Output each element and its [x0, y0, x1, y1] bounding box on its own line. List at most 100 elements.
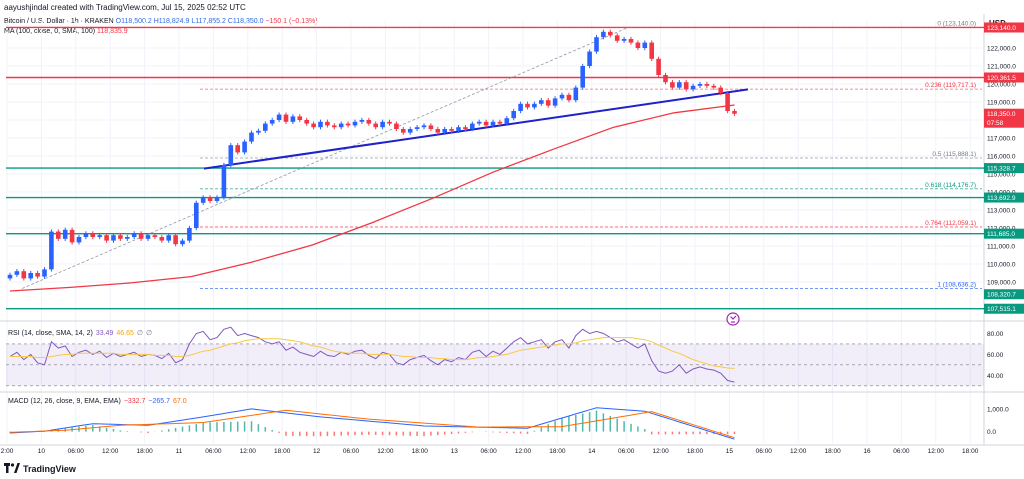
candle-body — [359, 120, 365, 122]
candle-body — [428, 125, 434, 129]
level-price-tag — [984, 303, 1024, 314]
fib-level-label: 0.764 (112,059.1) — [925, 220, 976, 227]
candle-body — [539, 100, 544, 104]
candle-body — [718, 87, 723, 93]
ohlc-close: C118,350.0 — [227, 18, 264, 25]
x-tick-label: 12:00 — [102, 448, 119, 455]
candle-body — [166, 235, 171, 241]
x-tick-label: 06:00 — [756, 448, 773, 455]
symbol-title: Bitcoin / U.S. Dollar · 1h · KRAKEN — [4, 18, 114, 25]
price-tag-label: 108,320.7 — [987, 292, 1016, 299]
candle-body — [104, 235, 109, 241]
x-tick-label: 18:00 — [136, 448, 153, 455]
ohlc-low: L117,855.2 — [191, 18, 226, 25]
candle-body — [83, 233, 89, 237]
y-tick-label: 115,000.0 — [987, 172, 1016, 179]
y-tick-label: 111,000.0 — [987, 244, 1015, 251]
candle-body — [421, 125, 427, 128]
footer-brand: TradingView — [23, 464, 76, 474]
fib-level-label: 0 (123,140.0) — [937, 20, 976, 27]
x-tick-label: 06:00 — [893, 448, 910, 455]
candle-body — [200, 197, 206, 203]
candle-body — [311, 123, 316, 128]
macd-signal-line — [9, 409, 735, 439]
y-tick-label: 116,000.0 — [987, 154, 1016, 161]
candle-body — [173, 235, 178, 245]
candle-body — [90, 233, 96, 237]
level-price-label: 115,328.7 — [987, 166, 1016, 173]
x-tick-label: 06:00 — [480, 448, 497, 455]
x-tick-label: 12 — [313, 448, 321, 455]
alert-clock-icon[interactable] — [726, 312, 740, 326]
candle-body — [221, 165, 227, 198]
candle-body — [159, 237, 165, 241]
fib-level-label: 1 (108,636.2) — [937, 282, 976, 289]
level-price-tag — [984, 22, 1024, 33]
y-tick-label: 109,000.0 — [987, 280, 1016, 287]
rsi-line — [9, 326, 735, 383]
x-tick-label: 12:00 — [515, 448, 532, 455]
y-tick-label: 121,000.0 — [987, 64, 1016, 71]
candle-body — [635, 42, 641, 48]
x-tick-label: 10 — [38, 448, 46, 455]
macd-y-tick-label: 1,000.0 — [987, 406, 1009, 413]
ohlc-change: −150.1 (−0.13%) — [265, 18, 318, 25]
level-price-tag — [984, 228, 1024, 239]
x-tick-label: 13 — [451, 448, 459, 455]
x-tick-label: 12:00 — [790, 448, 807, 455]
x-tick-label: 18:00 — [824, 448, 841, 455]
candle-body — [621, 39, 627, 41]
candle-body — [283, 114, 289, 122]
x-tick-label: 18:00 — [962, 448, 979, 455]
candle-body — [97, 235, 102, 237]
symbol-legend[interactable]: Bitcoin / U.S. Dollar · 1h · KRAKEN O118… — [4, 18, 318, 25]
candle-body — [345, 123, 351, 126]
candle-body — [249, 132, 254, 142]
candle-body — [394, 123, 399, 129]
fib-level-label: 0.618 (114,176.7) — [925, 182, 976, 189]
candle-body — [683, 82, 689, 90]
tradingview-logo-icon — [4, 463, 20, 473]
tradingview-footer[interactable]: TradingView — [4, 463, 76, 474]
candle-body — [518, 103, 523, 111]
candle-body — [559, 94, 565, 99]
candle-body — [401, 129, 406, 133]
candle-body — [387, 121, 392, 124]
candle-body — [628, 39, 634, 43]
price-tag — [984, 108, 1024, 128]
candle-body — [594, 37, 599, 52]
candle-body — [373, 123, 378, 128]
candle-body — [145, 235, 151, 239]
candle-body — [552, 98, 558, 106]
candle-body — [532, 103, 537, 108]
candle-body — [642, 42, 648, 48]
candle-body — [656, 58, 661, 75]
candle-body — [180, 240, 185, 245]
candle-body — [276, 114, 282, 120]
x-tick-label: 12:00 — [652, 448, 669, 455]
rsi-y-tick-label: 40.00 — [987, 373, 1004, 380]
candle-body — [497, 121, 503, 124]
ma-legend[interactable]: MA (100, close, 0, SMA, 100) 118,835.9 — [4, 28, 128, 35]
x-tick-label: 06:00 — [68, 448, 85, 455]
candle-body — [69, 229, 75, 243]
candle-body — [732, 111, 737, 114]
rsi-y-tick-label: 80.00 — [987, 331, 1004, 338]
x-tick-label: 11 — [176, 448, 183, 455]
candle-body — [138, 233, 144, 239]
candle-body — [504, 118, 510, 124]
candle-body — [21, 271, 27, 279]
candle-body — [187, 228, 192, 241]
price-tag — [984, 289, 1024, 300]
price-tag-countdown: 07:58 — [987, 120, 1004, 127]
candle-body — [407, 129, 413, 133]
candle-body — [435, 129, 441, 133]
candle-body — [608, 31, 613, 36]
macd-legend: MACD (12, 26, close, 9, EMA, EMA) −332.7−… — [8, 398, 187, 405]
candle-body — [207, 197, 213, 201]
candle-body — [442, 129, 447, 133]
candle-body — [318, 121, 323, 128]
x-tick-label: 06:00 — [343, 448, 360, 455]
level-price-tag — [984, 163, 1024, 174]
